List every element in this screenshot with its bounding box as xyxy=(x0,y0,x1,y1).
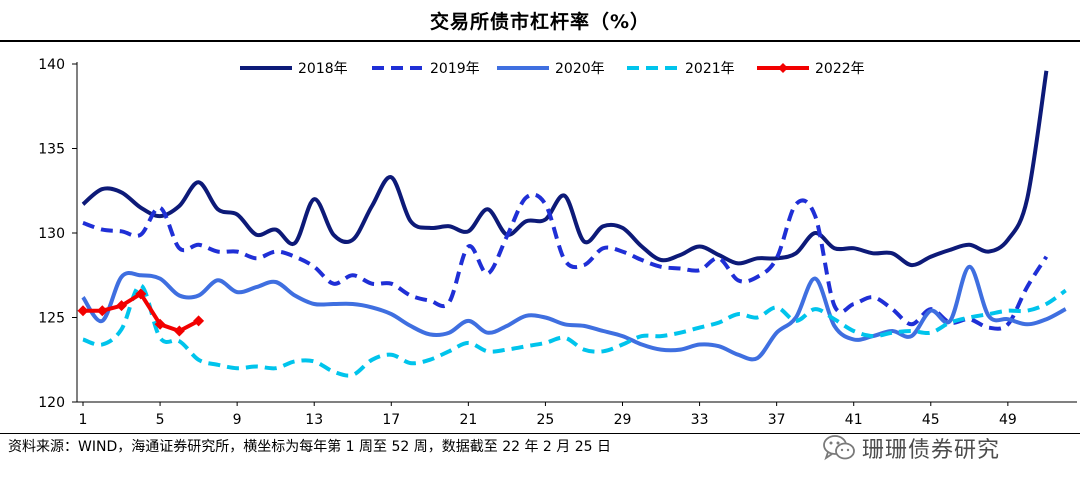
x-tick-label: 13 xyxy=(305,412,323,428)
data-point-2022 xyxy=(135,288,147,300)
x-tick-label: 9 xyxy=(233,412,242,428)
x-tick-label: 1 xyxy=(79,412,88,428)
series-2020 xyxy=(81,264,1067,362)
y-tick-label: 140 xyxy=(38,57,65,73)
y-tick-label: 130 xyxy=(38,226,65,242)
x-tick-label: 41 xyxy=(845,412,863,428)
data-point-2022 xyxy=(154,318,166,330)
series-2018 xyxy=(81,70,1049,268)
series-line-2019 xyxy=(82,192,1049,331)
series-line-2020 xyxy=(81,264,1067,362)
legend-item-2019: 2019年 xyxy=(372,61,480,77)
legend-item-2018: 2018年 xyxy=(240,61,348,77)
y-tick-label: 125 xyxy=(38,311,65,327)
legend-label: 2018年 xyxy=(298,61,348,77)
x-tick-label: 25 xyxy=(537,412,555,428)
series-line-2018 xyxy=(81,70,1049,268)
x-tick-label: 49 xyxy=(999,412,1017,428)
watermark: 珊珊债券研究 xyxy=(822,428,1000,468)
legend-item-2021: 2021年 xyxy=(627,61,735,77)
x-tick-label: 45 xyxy=(922,412,940,428)
y-tick-label: 120 xyxy=(38,395,65,411)
chart-title: 交易所债市杠杆率（%） xyxy=(429,10,651,33)
footer-divider xyxy=(0,433,1080,434)
y-tick-label: 135 xyxy=(38,142,65,158)
data-point-2022 xyxy=(193,315,205,327)
watermark-text: 珊珊债券研究 xyxy=(862,438,1001,463)
x-tick-label: 29 xyxy=(614,412,632,428)
axes: 120 125 130 135 140 1 5 9 13 17 21 25 29 33 37 41 45 49 xyxy=(38,57,1077,428)
title-divider xyxy=(0,40,1080,42)
x-tick-label: 37 xyxy=(768,412,786,428)
x-tick-label: 33 xyxy=(691,412,709,428)
x-tick-label: 17 xyxy=(382,412,400,428)
line-chart: 2018年 2019年 2020年 2021年 2022年 12012513013514… xyxy=(38,57,1077,428)
legend-label: 2022年 xyxy=(815,61,865,77)
legend-marker xyxy=(778,63,788,73)
wechat-icon xyxy=(823,435,855,461)
data-point-2022 xyxy=(173,325,185,337)
legend-label: 2019年 xyxy=(430,61,480,77)
source-note: 资料来源：WIND，海通证券研究所，横坐标为每年第 1 周至 52 周，数据截至… xyxy=(8,439,611,455)
data-point-2022 xyxy=(116,300,128,312)
x-tick-label: 5 xyxy=(156,412,165,428)
legend-item-2020: 2020年 xyxy=(497,61,605,77)
legend-label: 2020年 xyxy=(555,61,605,77)
legend-item-2022: 2022年 xyxy=(757,61,865,77)
x-tick-label: 21 xyxy=(459,412,477,428)
series-2021 xyxy=(82,283,1067,378)
data-point-2022 xyxy=(96,305,108,317)
series-2019 xyxy=(82,192,1049,331)
data-point-2022 xyxy=(77,305,89,317)
legend: 2018年 2019年 2020年 2021年 2022年 xyxy=(240,61,865,77)
series-layer xyxy=(77,70,1067,378)
series-2022 xyxy=(77,288,205,337)
legend-label: 2021年 xyxy=(685,61,735,77)
series-line-2021 xyxy=(82,283,1067,378)
